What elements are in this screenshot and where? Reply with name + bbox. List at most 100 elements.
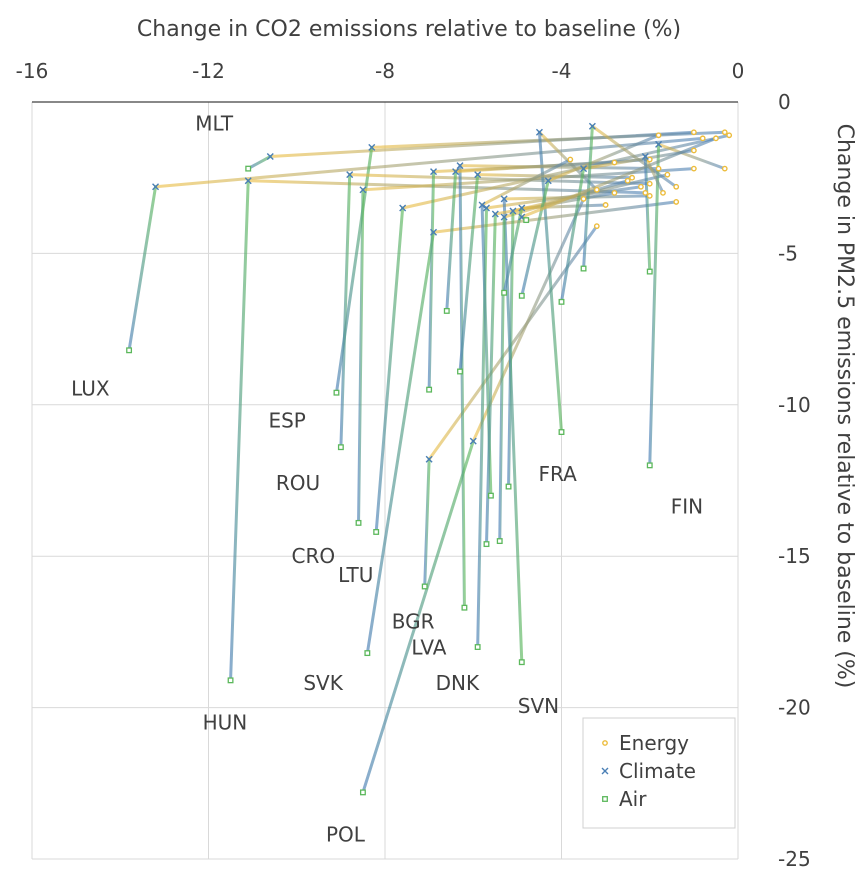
energy-marker (646, 180, 653, 187)
climate-air-line (643, 155, 652, 274)
climate-marker (544, 177, 552, 185)
energy-climate-line (476, 173, 634, 180)
climate-marker (588, 122, 596, 130)
climate-air-line (246, 155, 272, 171)
country-label: MLT (195, 112, 234, 136)
y-tick-label: -20 (778, 696, 811, 720)
air-marker (364, 650, 371, 657)
y-axis-title: Change in PM2.5 emissions relative to ba… (832, 124, 857, 689)
energy-marker (721, 165, 728, 172)
climate-air-line (582, 124, 594, 271)
climate-air-line (365, 230, 436, 655)
country-label: CRO (292, 544, 336, 568)
climate-marker (368, 143, 376, 151)
air-marker (474, 644, 481, 650)
air-marker (333, 389, 340, 396)
energy-marker (629, 174, 635, 181)
air-marker (501, 289, 508, 296)
climate-marker (399, 204, 407, 212)
grid (31, 101, 739, 860)
energy-marker (567, 156, 574, 163)
climate-marker (500, 195, 508, 203)
air-marker (373, 529, 380, 535)
energy-climate-line (643, 155, 665, 195)
energy-climate-line (657, 142, 727, 171)
energy-marker (611, 189, 618, 196)
energy-marker (655, 132, 662, 139)
air-marker (518, 659, 525, 666)
air-marker (426, 386, 433, 393)
energy-climate-line (520, 203, 608, 210)
energy-marker (593, 223, 600, 230)
air-marker (457, 368, 463, 375)
energy-climate-line (348, 173, 652, 186)
climate-marker (452, 168, 460, 176)
climate-marker (580, 165, 588, 173)
x-tick-label: -4 (552, 59, 572, 83)
country-label: SVN (518, 694, 559, 718)
climate-air-line (458, 164, 466, 610)
climate-marker (474, 171, 482, 179)
country-label: POL (326, 822, 366, 846)
climate-air-line (537, 130, 564, 434)
air-marker (505, 483, 512, 490)
energy-marker (660, 189, 666, 196)
energy-marker (690, 147, 697, 154)
energy-climate-line (590, 124, 678, 189)
x-tick-label: -8 (375, 59, 395, 83)
air-marker (523, 217, 530, 224)
country-label: DNK (436, 671, 480, 695)
climate-marker (500, 213, 508, 221)
x-tick-label: -12 (192, 59, 225, 83)
air-marker (558, 429, 565, 436)
energy-marker (690, 165, 697, 172)
country-label: LTU (338, 563, 373, 587)
air-marker (443, 307, 450, 314)
legend-label: Climate (619, 759, 696, 783)
y-tick-label: -5 (778, 241, 798, 265)
energy-marker (673, 199, 680, 205)
series-markers (126, 122, 733, 796)
energy-marker (624, 177, 631, 184)
climate-marker (346, 171, 354, 179)
climate-marker (655, 140, 663, 148)
energy-marker (673, 183, 680, 190)
series-lines (127, 124, 731, 794)
climate-marker (266, 153, 274, 160)
climate-marker (491, 210, 499, 218)
air-marker (359, 789, 366, 796)
climate-air-line (498, 215, 506, 543)
energy-marker (646, 192, 653, 199)
climate-air-line (648, 142, 661, 467)
energy-marker (638, 183, 644, 190)
climate-air-line (374, 206, 405, 534)
air-marker (487, 492, 494, 499)
air-marker (337, 444, 344, 451)
energy-climate-line (480, 158, 572, 207)
climate-air-line (361, 439, 475, 794)
climate-air-line (127, 185, 158, 352)
climate-marker (509, 207, 517, 215)
energy-marker (713, 135, 719, 142)
air-marker (461, 604, 468, 611)
climate-air-line (427, 170, 436, 392)
climate-air-line (229, 179, 250, 682)
air-marker (227, 677, 234, 684)
climate-air-line (502, 206, 524, 295)
y-tick-label: -25 (778, 847, 811, 869)
air-marker (496, 538, 503, 545)
y-tick-label: -15 (778, 544, 811, 568)
air-marker (646, 462, 653, 469)
legend: Energy Climate Air (582, 717, 736, 829)
air-marker (483, 541, 490, 548)
climate-marker (469, 437, 477, 445)
energy-marker (602, 202, 609, 208)
energy-marker (726, 132, 733, 139)
country-label: LVA (411, 636, 446, 660)
legend-label: Air (619, 787, 647, 811)
climate-air-line (357, 188, 365, 525)
country-label: ESP (268, 409, 305, 433)
x-axis-title: Change in CO2 emissions relative to base… (137, 17, 681, 42)
country-label: FIN (671, 494, 703, 518)
energy-climate-line (458, 164, 661, 171)
